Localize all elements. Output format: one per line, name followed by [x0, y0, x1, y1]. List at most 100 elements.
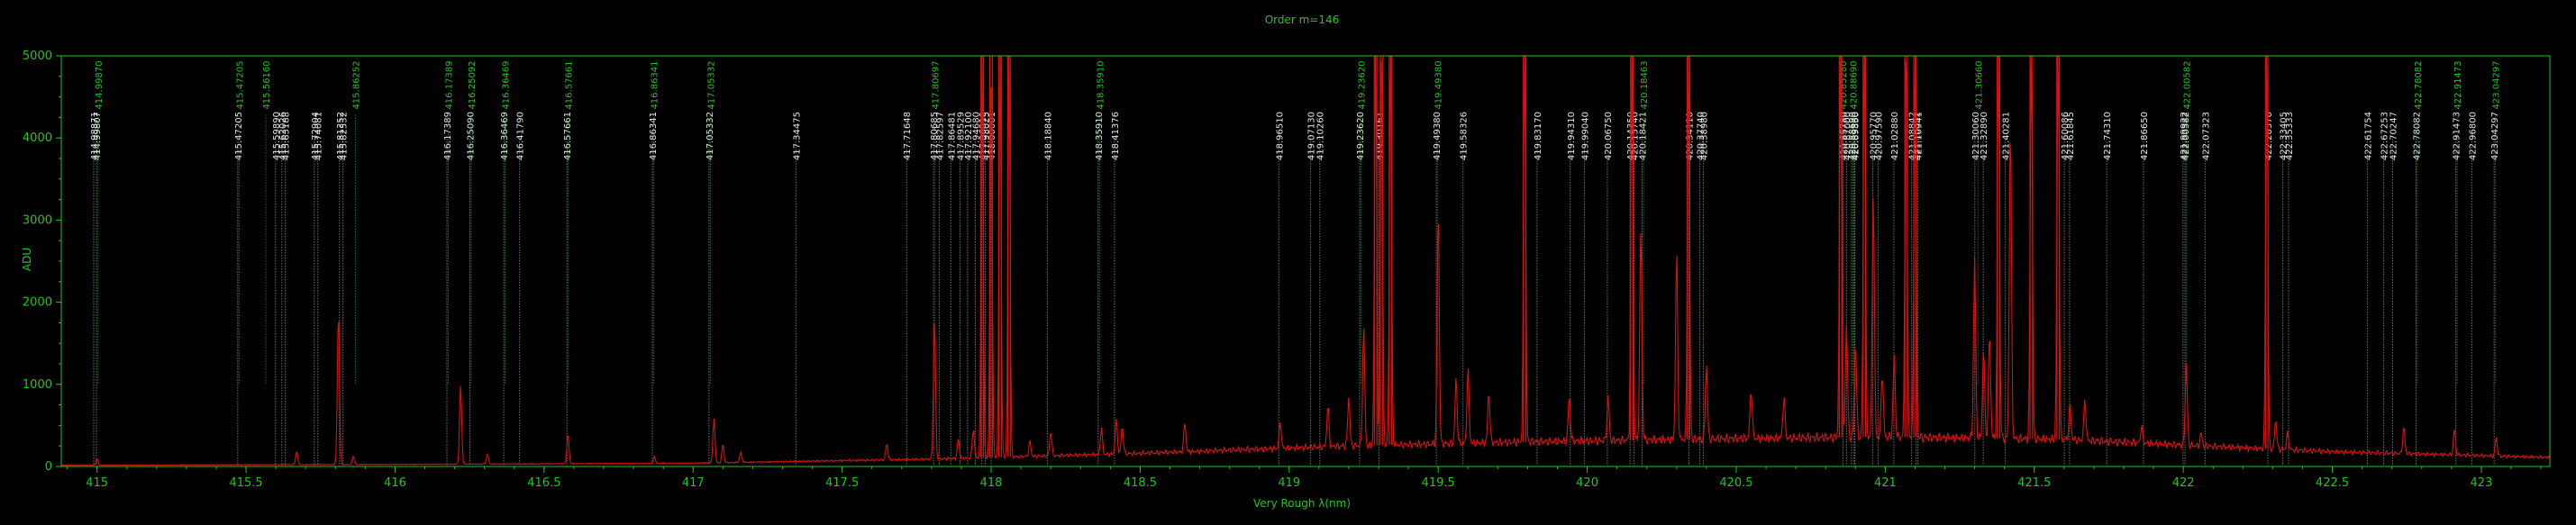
reference-label: 416.36469 — [500, 112, 510, 160]
reference-label: 415.74081 — [314, 112, 324, 160]
reference-label: 421.61845 — [2066, 112, 2076, 160]
reference-label: 419.94310 — [1567, 112, 1577, 160]
y-tick-label: 1000 — [23, 378, 52, 392]
reference-label: 422.07323 — [2201, 112, 2211, 160]
plot-axes: 415 415.5 416 416.5 417 417.5 418 418.5 419 419.5… — [23, 50, 2551, 490]
reference-label: 419.99040 — [1580, 112, 1590, 160]
candidate-label: 422.78082 — [2414, 60, 2424, 109]
reference-label: 422.96800 — [2468, 112, 2478, 160]
reference-label: 420.97590 — [1874, 112, 1884, 160]
reference-label: 421.30060 — [1971, 112, 1981, 160]
reference-label: 421.02880 — [1890, 112, 1900, 160]
reference-label: 419.23620 — [1356, 112, 1366, 160]
candidate-label: 416.17389 — [444, 60, 454, 109]
candidate-label: 416.57661 — [565, 60, 575, 109]
chart-title: Order m=146 — [1265, 14, 1340, 26]
reference-label: 420.38980 — [1700, 112, 1710, 160]
reference-label: 422.78082 — [2412, 112, 2422, 160]
y-tick-label: 4000 — [23, 131, 52, 145]
reference-label: 418.35910 — [1095, 112, 1105, 160]
x-tick-label: 415 — [86, 476, 108, 490]
x-axis-label: Very Rough λ(nm) — [1253, 497, 1351, 510]
spectrum-line — [60, 55, 2551, 466]
reference-label: 421.74310 — [2103, 112, 2113, 160]
candidate-label: 423.04297 — [2492, 60, 2502, 109]
reference-label: 420.89830 — [1852, 112, 1861, 160]
reference-label: 415.59890 — [272, 112, 282, 160]
reference-label: 419.10260 — [1316, 112, 1326, 160]
reference-label: 418.96510 — [1275, 112, 1285, 160]
candidate-label: 416.86341 — [651, 60, 660, 109]
x-tick-label: 417.5 — [825, 476, 859, 490]
candidate-label: 420.85280 — [1839, 60, 1849, 109]
reference-label: 417.86481 — [947, 112, 957, 160]
candidate-label: 422.91473 — [2453, 60, 2463, 109]
reference-label: 420.06750 — [1604, 112, 1614, 160]
reference-label: 416.86341 — [649, 112, 659, 160]
x-tick-label: 419.5 — [1422, 476, 1455, 490]
x-tick-label: 420 — [1576, 476, 1598, 490]
candidate-label: 416.25092 — [468, 60, 478, 109]
reference-label: 422.67253 — [2380, 112, 2390, 160]
candidate-label: 414.99870 — [95, 60, 105, 109]
x-tick-label: 421 — [1874, 476, 1897, 490]
reference-label: 421.10352 — [1913, 112, 1923, 160]
reference-label: 420.88690 — [1848, 112, 1858, 160]
reference-label: 422.91473 — [2453, 112, 2462, 160]
reference-label: 422.70247 — [2389, 112, 2399, 160]
reference-label: 421.86650 — [2140, 112, 2150, 160]
x-tick-label: 416 — [384, 476, 406, 490]
reference-label: 421.32890 — [1980, 112, 1989, 160]
reference-label: 416.41790 — [516, 112, 526, 160]
reference-label: 415.47205 — [234, 112, 244, 160]
reference-label: 418.41376 — [1111, 112, 1121, 160]
reference-label: 417.82597 — [935, 112, 945, 160]
reference-label: 420.37740 — [1696, 112, 1706, 160]
reference-label: 421.10941 — [1915, 112, 1925, 160]
reference-label: 415.63188 — [282, 112, 292, 160]
reference-label: 421.08842 — [1908, 112, 1918, 160]
reference-label: 415.81352 — [336, 112, 346, 160]
y-tick-label: 0 — [45, 460, 52, 474]
y-tick-label: 2000 — [23, 296, 52, 310]
reference-label: 420.85780 — [1839, 112, 1849, 160]
reference-label: 417.34475 — [792, 112, 802, 160]
reference-label: 422.28370 — [2264, 112, 2274, 160]
reference-label: 415.62026 — [278, 112, 288, 160]
reference-label: 421.40281 — [2002, 112, 2012, 160]
reference-label: 420.87000 — [1843, 112, 1852, 160]
candidate-label: 417.05332 — [706, 60, 716, 109]
x-tick-label: 421.5 — [2017, 476, 2051, 490]
y-tick-label: 5000 — [23, 50, 52, 63]
candidate-label: 417.80697 — [932, 60, 942, 109]
candidate-label: 422.00582 — [2183, 60, 2193, 109]
reference-label: 422.33405 — [2280, 112, 2289, 160]
reference-label: 415.82532 — [340, 112, 350, 160]
x-tick-label: 417 — [682, 476, 705, 490]
reference-label: 417.05332 — [705, 112, 715, 160]
reference-label: 416.17389 — [443, 112, 453, 160]
candidate-label: 420.18463 — [1640, 60, 1650, 109]
x-tick-label: 423 — [2471, 476, 2493, 490]
reference-label: 414.98871 — [90, 112, 100, 160]
reference-label: 418.18840 — [1043, 112, 1053, 160]
candidate-label: 415.86252 — [351, 60, 361, 109]
reference-label: 419.07130 — [1306, 112, 1316, 160]
reference-label: 416.57661 — [563, 112, 573, 160]
reference-label: 417.80685 — [930, 112, 940, 160]
reference-label: 420.18421 — [1639, 112, 1649, 160]
reference-label: 415.72904 — [311, 112, 321, 160]
x-tick-label: 422 — [2172, 476, 2195, 490]
spectrum-series — [60, 55, 2551, 466]
reference-label: 422.61754 — [2363, 112, 2373, 160]
candidate-label: 419.23620 — [1357, 60, 1367, 109]
candidate-label: 415.56160 — [262, 60, 272, 109]
reference-label: 414.99807 — [93, 112, 103, 160]
reference-label: 419.49380 — [1433, 112, 1443, 160]
candidate-label: 418.35910 — [1096, 60, 1106, 109]
candidate-lines: 414.99870 415.47205 415.56160 415.86252 416.… — [95, 60, 2502, 385]
reference-label: 420.95770 — [1869, 112, 1879, 160]
candidate-label: 416.36469 — [502, 60, 512, 109]
